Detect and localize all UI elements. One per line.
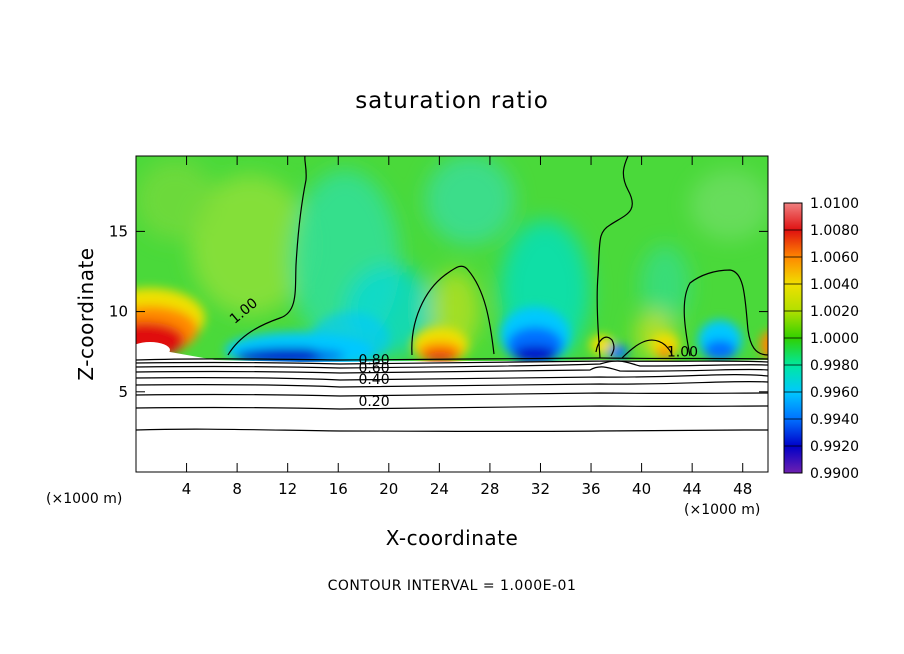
- colorbar-band: [784, 230, 802, 258]
- colorbar-band: [784, 284, 802, 312]
- x-tick-label: 24: [430, 480, 449, 498]
- colorbar-label: 0.9920: [810, 439, 859, 455]
- contour-label: 0.20: [358, 394, 389, 410]
- x-tick-label: 8: [232, 480, 242, 498]
- chart-title: saturation ratio: [355, 88, 549, 114]
- colorbar-label: 1.0040: [810, 277, 859, 293]
- x-tick-label: 32: [531, 480, 550, 498]
- colorbar-label: 1.0080: [810, 223, 859, 239]
- x-tick-label: 28: [480, 480, 499, 498]
- y-axis-label: Z-coordinate: [74, 247, 98, 381]
- x-tick-label: 48: [733, 480, 752, 498]
- x-tick-label: 4: [182, 480, 192, 498]
- colorbar-label: 1.0000: [810, 331, 859, 347]
- y-tick-label: 5: [118, 383, 128, 401]
- colorbar-band: [784, 446, 802, 474]
- colorbar-label: 1.0060: [810, 250, 859, 266]
- saturation-field: [136, 156, 768, 472]
- contour-lines: [136, 156, 768, 433]
- plot-frame: [135, 155, 769, 473]
- x-tick-label: 40: [632, 480, 651, 498]
- x-tick-label: 16: [329, 480, 348, 498]
- colorbar-label: 0.9900: [810, 466, 859, 482]
- x-tick-label: 12: [278, 480, 297, 498]
- colorbar-label: 1.0020: [810, 304, 859, 320]
- contour-label: 0.80: [358, 353, 389, 369]
- colorbar-band: [784, 392, 802, 420]
- colorbar-band: [784, 257, 802, 285]
- contour-label: 1.00: [667, 345, 698, 361]
- x-unit-note-left: (×1000 m): [46, 491, 123, 507]
- x-tick-label: 44: [683, 480, 702, 498]
- colorbar-label: 0.9940: [810, 412, 859, 428]
- x-tick-label: 36: [581, 480, 600, 498]
- colorbar-label: 1.0100: [810, 196, 859, 212]
- contour-label: 0.40: [358, 372, 389, 388]
- contour-label: 0.60: [358, 361, 389, 377]
- colorbar-band: [784, 365, 802, 393]
- x-unit-note-right: (×1000 m): [684, 502, 761, 518]
- colorbar-label: 0.9980: [810, 358, 859, 374]
- colorbar-band: [784, 203, 802, 231]
- x-tick-label: 20: [379, 480, 398, 498]
- x-axis-label: X-coordinate: [385, 526, 519, 550]
- contour-interval-note: CONTOUR INTERVAL = 1.000E-01: [327, 578, 577, 594]
- colorbar-band: [784, 311, 802, 339]
- colorbar: 1.0100 1.0080 1.0060 1.0040 1.0020 1.0000 0.99…: [783, 196, 859, 482]
- y-tick-label: 15: [109, 222, 128, 240]
- colorbar-band: [784, 338, 802, 366]
- colorbar-band: [784, 419, 802, 447]
- colorbar-label: 0.9960: [810, 385, 859, 401]
- y-tick-label: 10: [109, 303, 128, 321]
